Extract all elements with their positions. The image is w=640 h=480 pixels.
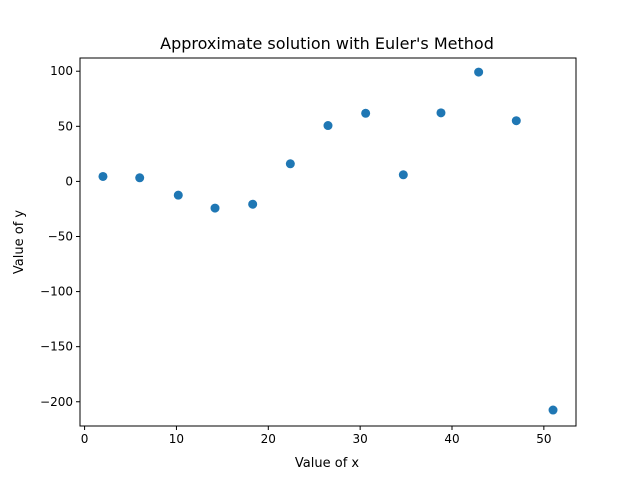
data-point xyxy=(436,108,446,118)
data-point xyxy=(173,190,183,200)
plot-area xyxy=(79,57,577,427)
y-tick-label: −50 xyxy=(48,229,73,243)
x-tick-label: 30 xyxy=(353,432,368,446)
data-point xyxy=(323,121,333,131)
x-tick-label: 50 xyxy=(536,432,551,446)
x-tick-label: 20 xyxy=(261,432,276,446)
data-point xyxy=(285,159,295,169)
plot-frame xyxy=(79,57,577,427)
x-tick-label: 0 xyxy=(81,432,89,446)
data-point xyxy=(548,405,558,415)
y-tick-label: −200 xyxy=(40,395,73,409)
y-tick-label: 0 xyxy=(65,174,73,188)
x-tick-label: 10 xyxy=(169,432,184,446)
y-tick-label: 100 xyxy=(50,64,73,78)
chart-title: Approximate solution with Euler's Method xyxy=(160,34,494,53)
data-point xyxy=(135,173,145,183)
y-axis-label: Value of y xyxy=(12,210,27,274)
data-point xyxy=(248,199,258,209)
x-tick-label: 40 xyxy=(444,432,459,446)
data-point xyxy=(98,171,108,181)
data-point xyxy=(511,116,521,126)
data-point xyxy=(398,170,408,180)
y-tick-label: 50 xyxy=(58,119,73,133)
x-axis-label: Value of x xyxy=(295,456,359,471)
data-points xyxy=(98,67,558,415)
data-point xyxy=(474,67,484,77)
x-axis: 0 10 20 30 40 50 xyxy=(81,426,551,446)
y-tick-label: −100 xyxy=(40,285,73,299)
data-point xyxy=(361,108,371,118)
y-tick-label: −150 xyxy=(40,340,73,354)
data-point xyxy=(210,203,220,213)
y-axis: 100 50 0 −50 −100 −150 −200 xyxy=(40,64,80,409)
